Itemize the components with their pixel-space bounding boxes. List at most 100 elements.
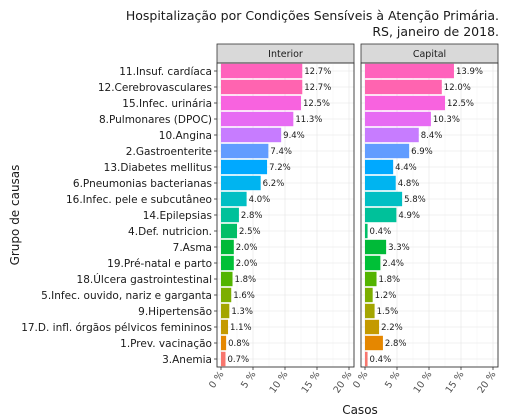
bar — [221, 127, 282, 143]
facet-panel-capital: Capital 13.9% 12.0% 12.5% 10.3% 8.4% 6.9% 4.4% 4… — [351, 43, 499, 395]
data-label: 7.2% — [269, 163, 291, 173]
bar — [365, 191, 403, 207]
bar — [365, 95, 445, 111]
bar — [365, 319, 380, 335]
bar — [221, 351, 226, 367]
category-label: 2.Gastroenterite — [126, 146, 212, 158]
bar — [365, 79, 442, 95]
x-tick-label: 20 % — [332, 369, 355, 395]
bar — [365, 271, 377, 287]
category-label: 8.Pulmonares (DPOC) — [99, 114, 212, 126]
bar — [221, 207, 239, 223]
x-tick-label: 15 % — [300, 369, 323, 395]
data-label: 2.0% — [236, 243, 258, 253]
bar — [365, 159, 394, 175]
category-label: 15.Infec. urinária — [122, 98, 212, 110]
x-tick-label: 20 % — [476, 369, 499, 395]
data-label: 0.4% — [370, 227, 392, 237]
category-label: 7.Asma — [173, 242, 212, 254]
facet-strip-label: Capital — [413, 49, 446, 60]
bar — [365, 175, 396, 191]
data-label: 1.2% — [375, 291, 397, 301]
category-label: 5.Infec. ouvido, nariz e garganta — [41, 290, 212, 302]
category-label: 10.Angina — [159, 130, 212, 142]
bar — [221, 159, 268, 175]
data-label: 12.7% — [304, 83, 331, 93]
bar — [365, 63, 454, 79]
x-tick-label: 5 % — [239, 369, 258, 390]
x-tick-label: 5 % — [383, 369, 402, 390]
x-tick-label: 10 % — [268, 369, 291, 395]
bar — [365, 223, 368, 239]
data-label: 4.9% — [398, 211, 420, 221]
data-label: 10.3% — [433, 115, 460, 125]
bar — [221, 335, 227, 351]
data-label: 2.4% — [382, 259, 404, 269]
data-label: 1.5% — [377, 307, 399, 317]
x-axis-title: Casos — [342, 403, 378, 417]
bar — [221, 223, 237, 239]
bar — [365, 335, 383, 351]
bar — [221, 287, 232, 303]
x-tick-label: 0 % — [207, 369, 226, 390]
bar — [365, 111, 431, 127]
category-label: 4.Def. nutricion. — [128, 226, 212, 238]
category-label: 3.Anemia — [162, 354, 212, 366]
bar — [365, 287, 373, 303]
data-label: 2.8% — [385, 339, 407, 349]
bar — [221, 255, 234, 271]
data-label: 7.4% — [270, 147, 292, 157]
chart-title-line-2: RS, janeiro de 2018. — [372, 24, 499, 39]
data-label: 2.2% — [381, 323, 403, 333]
data-label: 1.3% — [231, 307, 253, 317]
data-label: 0.7% — [227, 355, 249, 365]
data-label: 8.4% — [421, 131, 443, 141]
x-tick-label: 0 % — [351, 369, 370, 390]
bar — [221, 79, 303, 95]
category-label: 17.D. infl. órgãos pélvicos femininos — [21, 322, 212, 334]
bar — [365, 239, 387, 255]
x-tick-label: 10 % — [412, 369, 435, 395]
data-label: 12.5% — [303, 99, 330, 109]
bar — [365, 351, 368, 367]
bar — [365, 207, 397, 223]
bar — [221, 191, 247, 207]
data-label: 5.8% — [404, 195, 426, 205]
data-label: 0.4% — [370, 355, 392, 365]
data-label: 12.7% — [304, 67, 331, 77]
category-label: 14.Epilepsias — [143, 210, 212, 222]
facet-panels: Interior12.7%12.7%12.5%11.3%9.4%7.4%7.2%… — [207, 43, 499, 395]
category-label: 9.Hipertensão — [138, 306, 212, 318]
facet-strip-label: Interior — [268, 49, 303, 60]
data-label: 4.0% — [249, 195, 271, 205]
bar — [221, 95, 301, 111]
data-label: 12.0% — [444, 83, 471, 93]
category-label: 13.Diabetes mellitus — [104, 162, 212, 174]
data-label: 1.8% — [379, 275, 401, 285]
data-label: 3.3% — [388, 243, 410, 253]
category-label: 1.Prev. vacinação — [120, 338, 212, 350]
category-label: 11.Insuf. cardíaca — [119, 66, 212, 78]
bar — [365, 143, 410, 159]
category-label: 6.Pneumonias bacterianas — [73, 178, 212, 190]
bar — [221, 239, 234, 255]
y-axis-title: Grupo de causas — [8, 165, 22, 266]
bar — [221, 319, 229, 335]
chart-title-line-1: Hospitalização por Condições Sensíveis à… — [126, 8, 499, 23]
data-label: 6.2% — [263, 179, 285, 189]
data-label: 1.1% — [230, 323, 252, 333]
data-label: 1.8% — [235, 275, 257, 285]
panel-border — [216, 62, 355, 368]
data-label: 12.5% — [447, 99, 474, 109]
facet-panel-interior: Interior12.7%12.7%12.5%11.3%9.4%7.4%7.2%… — [207, 43, 355, 395]
bar — [221, 63, 303, 79]
data-label: 6.9% — [411, 147, 433, 157]
data-label: 2.8% — [241, 211, 263, 221]
data-label: 0.8% — [228, 339, 250, 349]
bar — [221, 303, 230, 319]
x-tick-label: 15 % — [444, 369, 467, 395]
bar — [365, 303, 375, 319]
data-label: 13.9% — [456, 67, 483, 77]
data-label: 11.3% — [295, 115, 322, 125]
